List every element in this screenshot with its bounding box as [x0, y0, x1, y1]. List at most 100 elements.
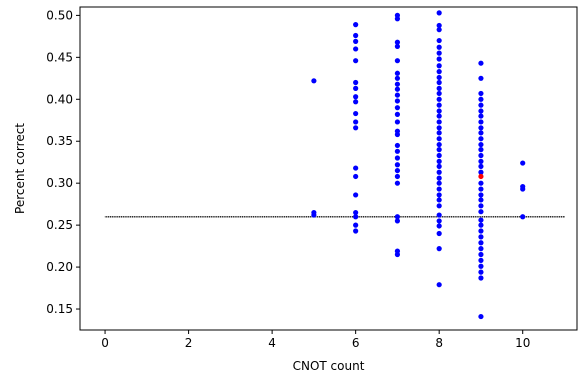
baseline-marker: [262, 215, 265, 218]
data-point: [436, 37, 442, 44]
baseline-marker: [130, 215, 133, 218]
baseline-marker: [157, 215, 159, 218]
data-point: [394, 105, 401, 111]
baseline-marker: [308, 215, 311, 218]
data-point: [394, 16, 401, 22]
data-point: [478, 209, 484, 215]
baseline-marker: [504, 215, 507, 218]
data-point: [353, 110, 359, 117]
data-point: [478, 263, 484, 269]
data-point: [394, 214, 401, 220]
baseline-marker: [500, 215, 502, 218]
baseline-marker: [319, 215, 322, 218]
data-point: [353, 22, 359, 28]
baseline-marker: [414, 215, 417, 218]
data-point: [478, 96, 484, 102]
data-point: [478, 60, 484, 66]
y-tick-label: 0.45: [46, 50, 73, 64]
baseline-marker: [264, 215, 267, 218]
data-point: [478, 136, 484, 142]
data-point: [436, 136, 442, 142]
baseline-marker: [282, 215, 285, 218]
data-point: [436, 125, 442, 131]
data-point: [394, 43, 401, 50]
data-point: [478, 240, 484, 246]
data-point: [353, 119, 359, 125]
baseline-marker: [154, 215, 157, 218]
data-point: [353, 94, 359, 100]
baseline-marker: [561, 215, 564, 218]
baseline-marker: [172, 215, 175, 218]
baseline-marker: [183, 215, 186, 218]
baseline-marker: [515, 215, 518, 218]
data-point: [436, 212, 442, 218]
data-point: [394, 218, 401, 224]
baseline-marker: [341, 215, 344, 218]
baseline-marker: [253, 215, 256, 218]
baseline-marker: [223, 215, 225, 218]
data-point: [478, 246, 484, 252]
data-point: [478, 275, 484, 281]
baseline-marker: [429, 215, 432, 218]
data-point: [478, 173, 484, 180]
baseline-marker: [385, 215, 388, 218]
baseline-marker: [548, 215, 551, 218]
baseline-marker: [124, 215, 126, 218]
baseline-marker: [192, 215, 194, 218]
baseline-marker: [346, 215, 348, 218]
baseline-marker: [559, 215, 562, 218]
y-tick-label: 0.15: [46, 302, 73, 316]
baseline-marker: [513, 215, 516, 218]
x-axis-label: CNOT count: [293, 359, 365, 373]
data-point: [436, 282, 442, 288]
data-point: [436, 169, 442, 175]
data-point: [436, 27, 442, 33]
data-point: [394, 39, 401, 45]
baseline-marker: [258, 215, 260, 218]
data-point: [436, 152, 442, 159]
data-point: [394, 148, 401, 154]
baseline-marker: [187, 215, 190, 218]
baseline-marker: [300, 215, 302, 218]
baseline-marker: [502, 215, 505, 218]
baseline-marker: [526, 215, 529, 218]
baseline-marker: [141, 215, 144, 218]
baseline-marker: [203, 215, 205, 218]
baseline-marker: [377, 215, 379, 218]
data-point: [478, 257, 484, 263]
baseline-marker: [161, 215, 164, 218]
baseline-marker: [234, 215, 236, 218]
baseline-marker: [174, 215, 177, 218]
data-point: [394, 119, 401, 125]
baseline-marker: [531, 215, 533, 218]
baseline-marker: [242, 215, 245, 218]
data-point: [353, 38, 359, 44]
data-point: [436, 163, 442, 170]
baseline-marker: [372, 215, 375, 218]
baseline-marker: [348, 215, 351, 218]
data-point: [478, 108, 484, 114]
baseline-marker: [456, 215, 458, 218]
data-point: [353, 58, 359, 64]
baseline-marker: [113, 215, 115, 218]
baseline-marker: [106, 215, 109, 218]
baseline-marker: [148, 215, 150, 218]
baseline-marker: [465, 215, 467, 218]
baseline-marker: [218, 215, 221, 218]
baseline-marker: [517, 215, 520, 218]
data-point: [353, 125, 359, 131]
baseline-marker: [143, 215, 146, 218]
baseline-marker: [493, 215, 496, 218]
data-point: [520, 214, 526, 220]
y-tick-label: 0.40: [46, 92, 73, 106]
y-axis-label: Percent correct: [13, 123, 27, 214]
baseline-marker: [425, 215, 428, 218]
data-point: [436, 175, 442, 181]
baseline-marker: [271, 215, 274, 218]
data-point: [478, 313, 484, 320]
data-point: [436, 147, 442, 153]
axes-layer: 0 2 4 6 8 10 0.15 0.20 0.25 0.30 0.35 0.40 0.45 0.50: [46, 8, 530, 350]
baseline-marker: [245, 215, 247, 218]
